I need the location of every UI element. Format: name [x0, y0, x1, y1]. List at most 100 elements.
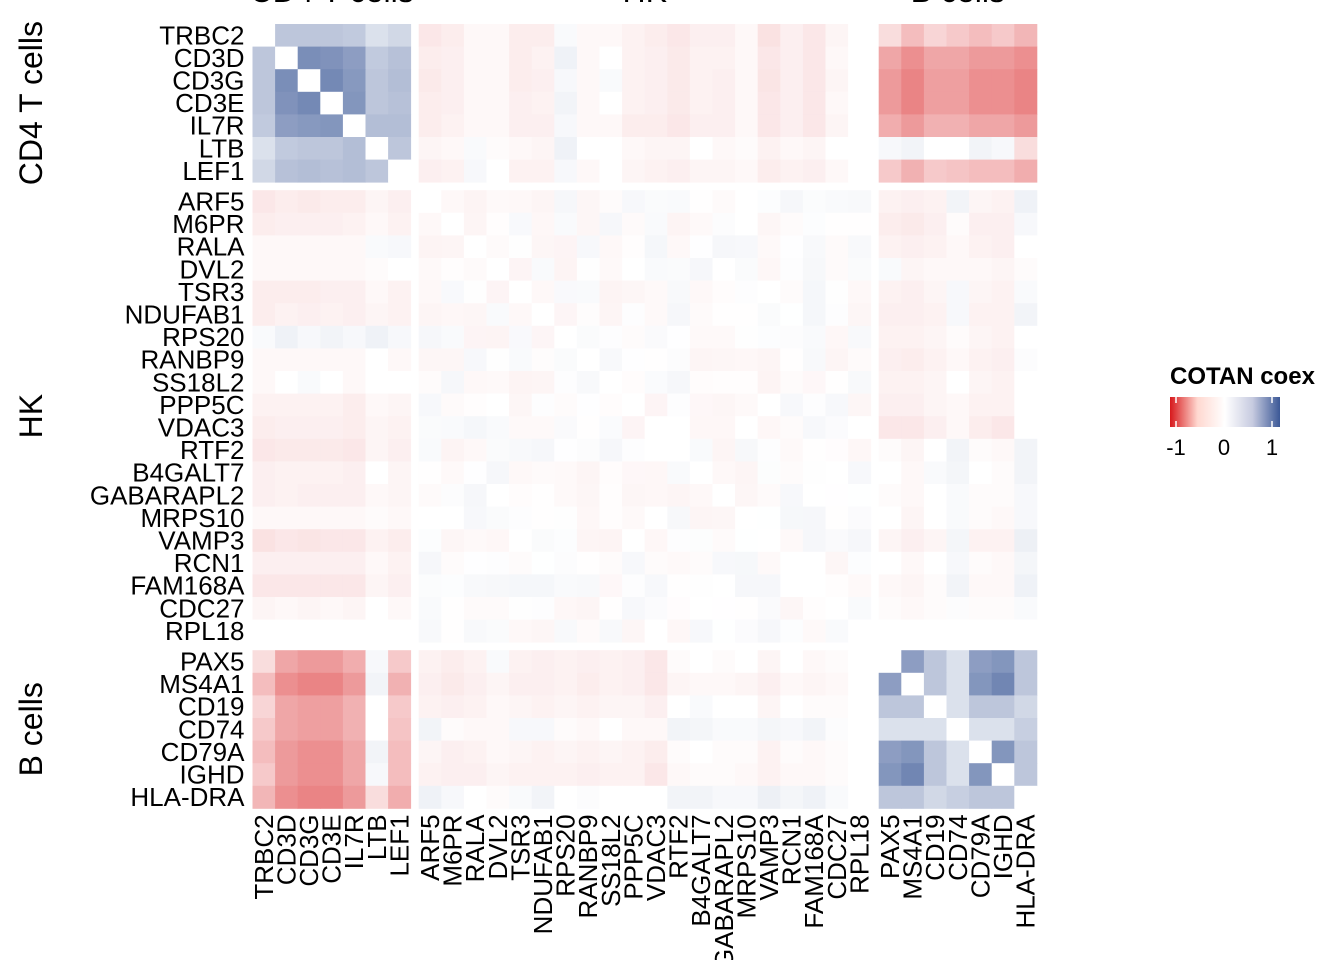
heatmap-cell	[252, 235, 276, 259]
heatmap-cell	[554, 235, 578, 259]
heatmap-cell	[365, 695, 389, 719]
heatmap-cell	[418, 46, 442, 70]
heatmap-cell	[418, 597, 442, 620]
heatmap-cell	[441, 393, 465, 417]
heatmap-cell	[531, 46, 555, 70]
row-label: RANBP9	[140, 345, 244, 375]
heatmap-cell	[757, 695, 781, 719]
heatmap-cell	[991, 740, 1015, 764]
heatmap-cell	[644, 597, 668, 620]
heatmap-cell	[622, 650, 646, 674]
heatmap-cell	[320, 506, 344, 530]
heatmap-cell	[923, 348, 947, 372]
heatmap-cell	[825, 24, 849, 47]
heatmap-cell	[418, 763, 442, 787]
heatmap-cell	[554, 461, 578, 485]
heatmap-cell	[576, 763, 600, 787]
heatmap-cell	[848, 484, 872, 507]
heatmap-cell	[1014, 258, 1038, 281]
heatmap-cell	[554, 212, 578, 236]
heatmap-cell	[969, 46, 993, 70]
heatmap-cell	[622, 506, 646, 530]
heatmap-cell	[365, 91, 389, 115]
heatmap-cell	[342, 325, 366, 349]
heatmap-cell	[735, 69, 759, 93]
heatmap-cell	[531, 785, 555, 809]
heatmap-cell	[531, 416, 555, 440]
heatmap-cell	[712, 348, 736, 372]
heatmap-cell	[991, 393, 1015, 417]
heatmap-cell	[1014, 393, 1038, 417]
heatmap-cell	[901, 190, 925, 214]
heatmap-cell	[576, 619, 600, 643]
heatmap-cell	[554, 650, 578, 674]
heatmap-cell	[969, 650, 993, 674]
heatmap-cell	[463, 235, 487, 259]
heatmap-cell	[969, 348, 993, 372]
heatmap-cell	[599, 159, 623, 183]
column-label: CD74	[943, 814, 973, 880]
column-label: M6PR	[438, 814, 468, 886]
heatmap-cell	[365, 574, 389, 598]
heatmap-cell	[780, 785, 804, 809]
heatmap-cell	[802, 91, 826, 115]
heatmap-cell	[991, 484, 1015, 507]
heatmap-cell	[780, 212, 804, 236]
heatmap-cell	[463, 695, 487, 719]
heatmap-cell	[622, 438, 646, 462]
heatmap-cell	[463, 740, 487, 764]
heatmap-cell	[576, 348, 600, 372]
heatmap-cell	[576, 785, 600, 809]
heatmap-cell	[418, 348, 442, 372]
row-label: CDC27	[159, 593, 244, 623]
heatmap-cell	[463, 190, 487, 214]
heatmap-cell	[531, 371, 555, 394]
heatmap-cell	[320, 416, 344, 440]
heatmap-cell	[1014, 24, 1038, 47]
heatmap-cell	[486, 24, 510, 47]
heatmap-cell	[342, 740, 366, 764]
heatmap-cell	[463, 325, 487, 349]
heatmap-cell	[463, 348, 487, 372]
heatmap-cell	[418, 24, 442, 47]
heatmap-cell	[418, 137, 442, 160]
heatmap-cell	[757, 371, 781, 394]
heatmap-cell	[923, 695, 947, 719]
heatmap-cell	[463, 303, 487, 327]
heatmap-cell	[320, 740, 344, 764]
heatmap-cell	[923, 24, 947, 47]
heatmap-cell	[735, 280, 759, 304]
heatmap-cell	[418, 438, 442, 462]
heatmap-cell	[275, 24, 299, 47]
heatmap-cell	[848, 740, 872, 764]
heatmap-cell	[780, 325, 804, 349]
row-label: GABARAPL2	[90, 480, 245, 510]
heatmap-cell	[848, 619, 872, 643]
heatmap-cell	[441, 212, 465, 236]
heatmap-cell	[1014, 46, 1038, 70]
heatmap-cell	[689, 484, 713, 507]
heatmap-cell	[712, 484, 736, 507]
heatmap-cell	[320, 24, 344, 47]
legend-colorbar	[1170, 397, 1280, 427]
heatmap-cell	[878, 529, 902, 553]
heatmap-cell	[320, 484, 344, 507]
heatmap-cell	[848, 763, 872, 787]
heatmap-cell	[825, 371, 849, 394]
heatmap-cell	[802, 69, 826, 93]
heatmap-cell	[418, 393, 442, 417]
heatmap-cell	[342, 763, 366, 787]
heatmap-cell	[848, 650, 872, 674]
heatmap-cell	[418, 190, 442, 214]
heatmap-cell	[576, 506, 600, 530]
heatmap-cell	[901, 258, 925, 281]
heatmap-cell	[735, 91, 759, 115]
heatmap-cell	[991, 348, 1015, 372]
heatmap-cell	[735, 348, 759, 372]
heatmap-cell	[825, 416, 849, 440]
heatmap-cell	[252, 303, 276, 327]
heatmap-cell	[342, 506, 366, 530]
heatmap-cell	[825, 529, 849, 553]
heatmap-cell	[418, 506, 442, 530]
